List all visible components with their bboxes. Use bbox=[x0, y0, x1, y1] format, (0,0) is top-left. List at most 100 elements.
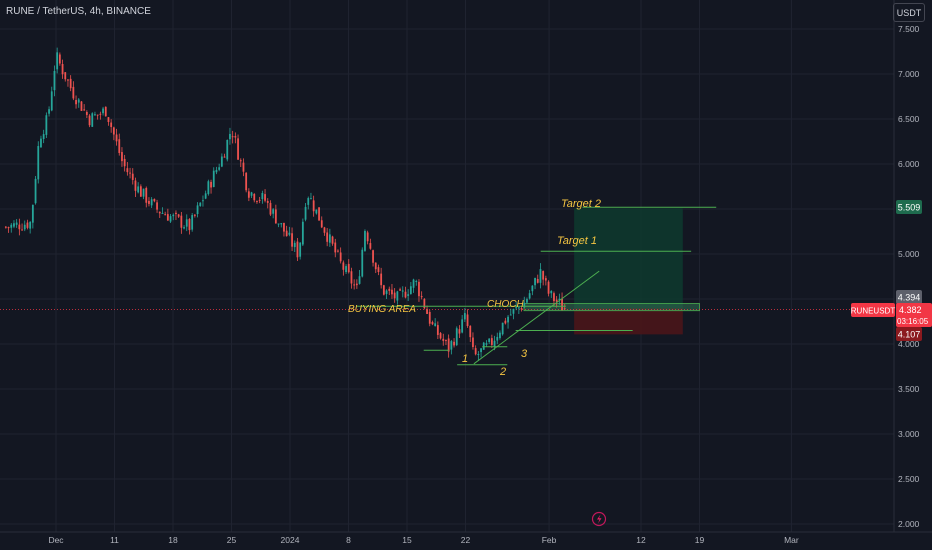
chart-grid bbox=[0, 0, 894, 532]
candle-body bbox=[34, 178, 37, 204]
candle-body bbox=[331, 236, 334, 244]
candle-body bbox=[350, 271, 353, 284]
candle-body bbox=[115, 134, 118, 142]
candle-body bbox=[7, 227, 10, 229]
candle-body bbox=[301, 221, 304, 245]
candle-body bbox=[148, 200, 150, 204]
candle-body bbox=[515, 307, 518, 309]
candle-body bbox=[261, 192, 264, 200]
lightning-icon[interactable] bbox=[591, 511, 607, 527]
candle-body bbox=[428, 311, 431, 324]
candle-body bbox=[83, 109, 86, 111]
candle-body bbox=[318, 207, 320, 221]
candle-body bbox=[237, 138, 239, 160]
profit-zone bbox=[574, 208, 683, 308]
time-tick-label: Mar bbox=[784, 535, 799, 545]
candle-body bbox=[293, 242, 296, 248]
candle-body bbox=[183, 227, 185, 229]
candle-body bbox=[137, 186, 140, 193]
candle-body bbox=[158, 211, 161, 214]
candle-body bbox=[296, 241, 299, 258]
symbol-title: RUNE / TetherUS, 4h, BINANCE bbox=[6, 6, 151, 17]
candle-body bbox=[283, 222, 285, 232]
candle-body bbox=[409, 286, 412, 295]
candle-body bbox=[256, 201, 258, 203]
candle-body bbox=[474, 348, 477, 355]
candle-body bbox=[326, 232, 329, 242]
candle-body bbox=[29, 221, 32, 229]
candle-body bbox=[175, 212, 177, 215]
candle-body bbox=[307, 198, 310, 205]
candle-body bbox=[75, 99, 77, 105]
candle-body bbox=[393, 292, 396, 299]
candle-body bbox=[118, 139, 121, 153]
candle-body bbox=[415, 280, 418, 282]
candle-body bbox=[193, 214, 196, 216]
candle-body bbox=[45, 115, 48, 135]
candle-body bbox=[126, 168, 129, 173]
time-tick-label: 12 bbox=[636, 535, 646, 545]
candle-body bbox=[204, 193, 207, 199]
candle-body bbox=[507, 316, 509, 323]
candle-body bbox=[328, 234, 331, 243]
wave1-label: 1 bbox=[462, 353, 468, 365]
candle-body bbox=[445, 340, 447, 342]
candle-body bbox=[226, 139, 229, 160]
candle-body bbox=[431, 322, 434, 325]
time-tick-label: Dec bbox=[48, 535, 64, 545]
candle-body bbox=[229, 133, 231, 140]
time-axis[interactable]: Dec 11 18 25 2024 8 15 22 Feb 12 19 Mar bbox=[48, 535, 798, 545]
candle-body bbox=[69, 78, 72, 89]
candle-body bbox=[121, 152, 123, 162]
candle-body bbox=[185, 219, 188, 227]
candle-body bbox=[64, 72, 67, 80]
wave3-label: 3 bbox=[521, 348, 528, 360]
candle-body bbox=[264, 194, 266, 201]
candle-body bbox=[80, 101, 83, 111]
candle-body bbox=[72, 86, 75, 99]
annotation-labels: Target 2 Target 1 BUYING AREA CHOCH 1 2 … bbox=[348, 198, 601, 378]
time-tick-label: 2024 bbox=[281, 535, 300, 545]
candle-body bbox=[110, 122, 113, 128]
price-tick-label: 2.000 bbox=[898, 519, 920, 529]
candle-body bbox=[223, 156, 226, 158]
candle-body bbox=[102, 108, 104, 114]
price-axis[interactable]: 7.5007.0006.5006.0005.5005.0004.5004.000… bbox=[898, 24, 920, 529]
candle-body bbox=[312, 200, 315, 212]
candle-body bbox=[469, 325, 472, 338]
candle-body bbox=[563, 308, 566, 310]
candle-body bbox=[434, 323, 437, 327]
candle-body bbox=[247, 191, 250, 198]
candle-body bbox=[123, 158, 126, 167]
candle-body bbox=[234, 136, 237, 138]
candle-body bbox=[299, 242, 302, 257]
candle-body bbox=[550, 290, 553, 294]
price-tick-label: 7.500 bbox=[898, 24, 920, 34]
time-tick-label: 11 bbox=[110, 535, 119, 545]
candle-body bbox=[112, 127, 115, 135]
candle-body bbox=[501, 322, 504, 335]
position-zones bbox=[523, 208, 700, 335]
candle-body bbox=[161, 212, 164, 214]
candle-body bbox=[250, 192, 253, 196]
currency-unit-button[interactable]: USDT bbox=[893, 3, 925, 22]
lower-price-text: 4.107 bbox=[898, 330, 921, 340]
candle-body bbox=[374, 262, 377, 270]
candle-body bbox=[291, 233, 293, 247]
price-tick-label: 7.000 bbox=[898, 69, 920, 79]
candle-body bbox=[391, 289, 393, 295]
candle-body bbox=[561, 298, 563, 311]
candle-body bbox=[558, 298, 561, 300]
candle-body bbox=[553, 293, 555, 302]
candle-body bbox=[488, 338, 491, 342]
choch-label: CHOCH bbox=[487, 299, 524, 310]
candle-body bbox=[385, 290, 388, 294]
trendline[interactable] bbox=[473, 270, 600, 365]
candle-body bbox=[88, 115, 91, 126]
candle-body bbox=[142, 188, 145, 197]
user-drawings bbox=[356, 206, 717, 366]
candle-body bbox=[345, 266, 347, 273]
candle-body bbox=[399, 289, 401, 291]
candle-body bbox=[220, 156, 223, 167]
